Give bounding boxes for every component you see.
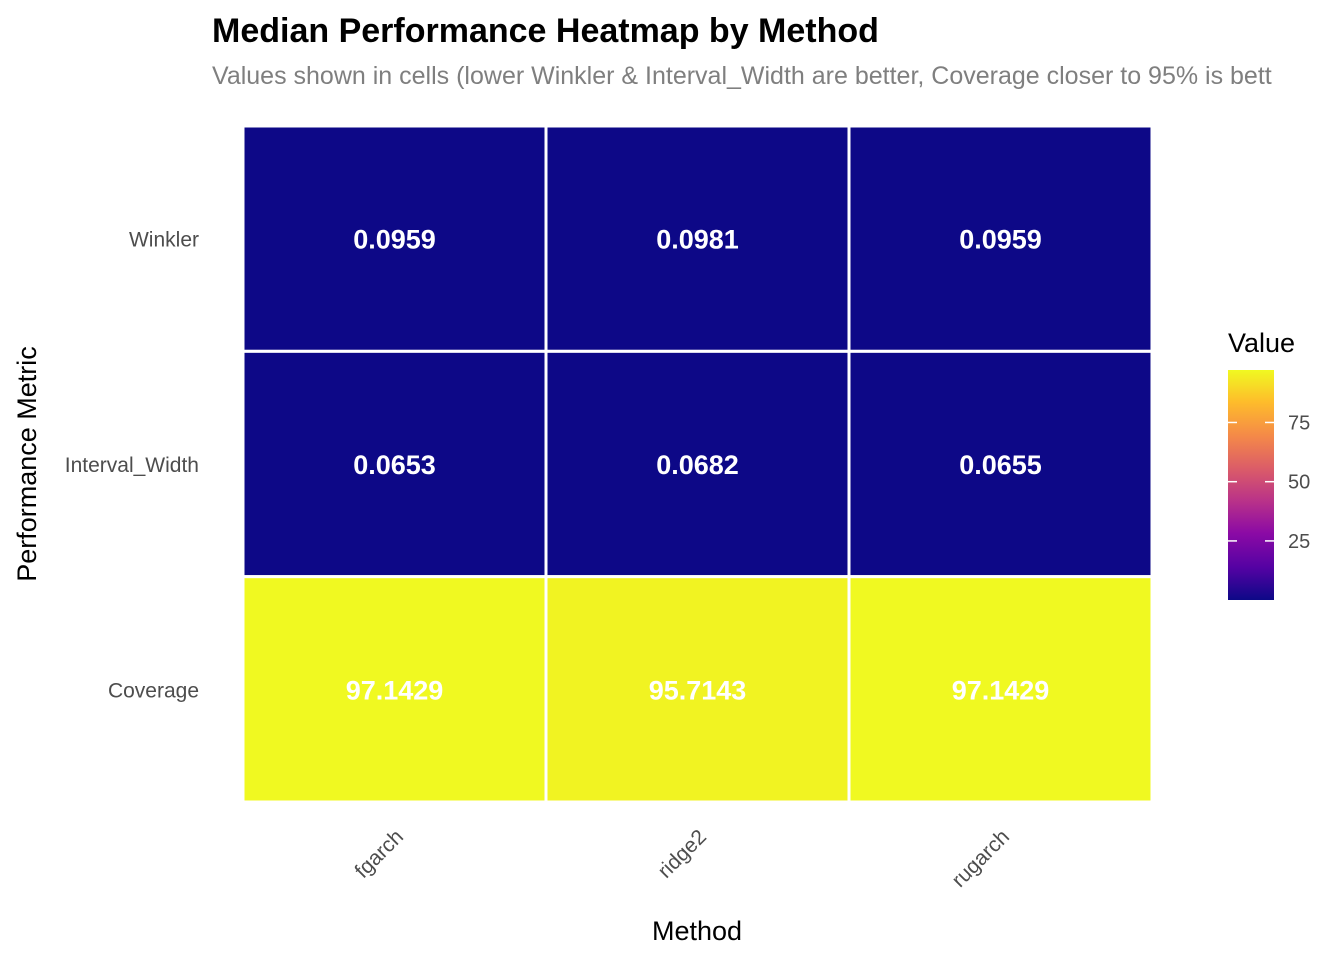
cell-value-label: 0.0655 xyxy=(959,450,1042,480)
legend-colorbar xyxy=(1228,370,1274,600)
chart-title: Median Performance Heatmap by Method xyxy=(212,12,879,50)
cell-value-label: 0.0682 xyxy=(656,450,739,480)
x-axis-title: Method xyxy=(652,916,742,946)
x-tick-label: rugarch xyxy=(947,825,1014,892)
cell-value-label: 0.0653 xyxy=(353,450,436,480)
heatmap-cell-winkler-rugarch xyxy=(847,124,1154,353)
cell-value-label: 0.0959 xyxy=(353,225,436,255)
heatmap-cells xyxy=(241,124,1154,804)
legend-tick-label: 25 xyxy=(1288,531,1310,553)
y-tick-label: Winkler xyxy=(129,229,199,252)
heatmap-cell-interval_width-rugarch xyxy=(847,349,1154,579)
y-tick-label: Interval_Width xyxy=(65,454,199,477)
heatmap-cell-labels: 0.0959 0.0981 0.0959 0.0653 0.0682 0.0655 97.1… xyxy=(346,225,1050,706)
y-axis-tick-labels: Winkler Interval_Width Coverage xyxy=(65,229,199,703)
heatmap-cell-coverage-ridge2 xyxy=(544,575,851,804)
heatmap-cell-coverage-rugarch xyxy=(847,575,1154,804)
heatmap-cell-winkler-fgarch xyxy=(241,124,548,353)
x-tick-label: fgarch xyxy=(350,825,408,883)
cell-value-label: 0.0981 xyxy=(656,225,739,255)
x-axis-tick-labels: fgarch ridge2 rugarch xyxy=(350,825,1014,892)
heatmap-cell-winkler-ridge2 xyxy=(544,124,851,353)
legend-title: Value xyxy=(1228,328,1295,358)
chart-subtitle: Values shown in cells (lower Winkler & I… xyxy=(212,62,1272,90)
cell-value-label: 95.7143 xyxy=(649,675,747,705)
heatmap-cell-interval_width-fgarch xyxy=(241,349,548,579)
legend-tick-label: 75 xyxy=(1288,412,1310,434)
cell-value-label: 0.0959 xyxy=(959,225,1042,255)
cell-value-label: 97.1429 xyxy=(952,675,1050,705)
legend-ticks: 25 50 75 xyxy=(1228,412,1310,553)
y-tick-label: Coverage xyxy=(108,679,199,702)
cell-value-label: 97.1429 xyxy=(346,675,444,705)
legend-tick-label: 50 xyxy=(1288,472,1310,494)
heatmap-cell-interval_width-ridge2 xyxy=(544,349,851,579)
heatmap-cell-coverage-fgarch xyxy=(241,575,548,804)
y-axis-title: Performance Metric xyxy=(12,346,42,582)
x-tick-label: ridge2 xyxy=(653,825,711,883)
